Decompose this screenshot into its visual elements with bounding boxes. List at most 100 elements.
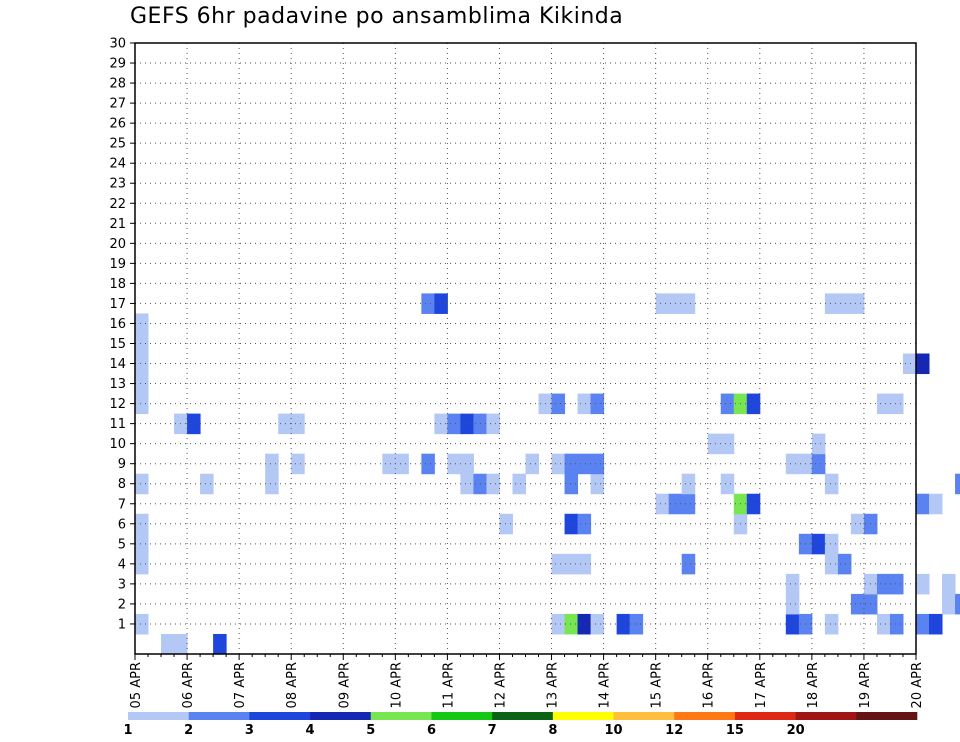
heatmap-cell <box>720 433 735 455</box>
colorbar-swatch <box>613 712 675 720</box>
heatmap-cell <box>707 433 722 455</box>
y-tick-label: 19 <box>109 257 126 272</box>
x-tick-label: 09 APR <box>337 662 352 708</box>
heatmap-cell <box>629 613 644 635</box>
heatmap-cell <box>837 553 852 575</box>
heatmap-cell <box>135 533 149 555</box>
heatmap-cell <box>291 453 305 475</box>
heatmap-cell <box>876 393 891 415</box>
y-tick-label: 13 <box>109 377 126 392</box>
heatmap-cell <box>434 293 448 314</box>
x-tick-label: 19 APR <box>858 662 873 708</box>
heatmap-cell <box>616 613 631 635</box>
heatmap-cell <box>824 553 839 575</box>
y-tick-label: 6 <box>118 517 126 532</box>
y-tick-label: 20 <box>109 237 126 252</box>
heatmap-cell <box>824 293 839 314</box>
heatmap-cell <box>551 613 566 635</box>
colorbar-label: 4 <box>306 723 315 738</box>
x-tick-label: 13 APR <box>546 662 561 708</box>
y-tick-label: 5 <box>118 537 126 552</box>
heatmap-cell <box>564 553 579 575</box>
heatmap-cell <box>850 293 865 314</box>
y-tick-label: 1 <box>118 617 126 632</box>
y-tick-label: 29 <box>109 57 126 72</box>
colorbar: 1 2 3 4 5 6 7 8 10 12 15 20 <box>123 712 918 738</box>
heatmap-cell <box>889 393 904 415</box>
heatmap-cell <box>577 393 592 415</box>
heatmap-cell <box>942 573 956 595</box>
heatmap-cell <box>681 493 696 515</box>
x-tick-label: 06 APR <box>181 662 196 708</box>
heatmap-cell <box>876 573 891 595</box>
heatmap-cell <box>889 573 904 595</box>
colorbar-label: 1 <box>123 723 132 738</box>
heatmap-cell <box>265 473 279 495</box>
heatmap-cell <box>916 573 930 595</box>
heatmap-cell <box>486 413 500 435</box>
heatmap-cell <box>447 453 461 475</box>
y-tick-label: 7 <box>118 497 126 512</box>
heatmap-cell <box>564 613 579 635</box>
colorbar-swatch <box>370 712 432 720</box>
heatmap-cell <box>577 453 592 475</box>
heatmap-cell <box>564 453 579 475</box>
heatmap-cell <box>655 293 670 314</box>
heatmap-cell <box>174 633 188 655</box>
heatmap-cell <box>655 493 670 515</box>
colorbar-swatch <box>128 712 189 720</box>
heatmap-cell <box>460 413 474 435</box>
heatmap-cell <box>837 293 852 314</box>
heatmap-cell <box>278 413 292 435</box>
heatmap-cell <box>785 453 800 475</box>
heatmap-cell <box>564 513 579 535</box>
x-tick-label: 12 APR <box>493 662 508 708</box>
colorbar-swatch <box>795 712 857 720</box>
heatmap-cell <box>486 473 500 495</box>
y-tick-label: 12 <box>109 397 126 412</box>
heatmap-cell <box>135 613 149 635</box>
y-tick-label: 21 <box>109 217 126 232</box>
heatmap-cell <box>499 513 513 535</box>
heatmap-cell <box>681 293 696 314</box>
heatmap-cell <box>551 553 566 575</box>
x-tick-label: 15 APR <box>650 662 665 708</box>
y-tick-label: 4 <box>118 557 126 572</box>
y-tick-label: 2 <box>118 597 126 612</box>
heatmap-cell <box>421 453 435 475</box>
heatmap-cell <box>785 613 800 635</box>
colorbar-label: 15 <box>726 723 744 738</box>
y-tick-label: 18 <box>109 277 126 292</box>
heatmap-cell <box>577 513 592 535</box>
y-tick-label: 27 <box>109 97 126 112</box>
x-tick-label: 16 APR <box>702 662 717 708</box>
heatmap-cell <box>785 593 800 615</box>
heatmap-cell <box>265 453 279 475</box>
heatmap-cell <box>525 453 540 475</box>
heatmap-cell <box>460 473 474 495</box>
x-tick-label: 05 APR <box>129 662 144 708</box>
heatmap-cell <box>681 553 696 575</box>
colorbar-label: 5 <box>366 723 375 738</box>
x-tick-label: 17 APR <box>754 662 769 708</box>
heatmap-cell <box>213 633 227 655</box>
colorbar-label: 2 <box>184 723 193 738</box>
heatmap-cell <box>824 533 839 555</box>
heatmap-cell <box>135 553 149 575</box>
colorbar-swatch <box>856 712 918 720</box>
chart-title: GEFS 6hr padavine po ansamblima Kikinda <box>130 4 624 29</box>
colorbar-label: 12 <box>665 723 683 738</box>
colorbar-swatch <box>310 712 372 720</box>
y-tick-label: 3 <box>118 577 126 592</box>
heatmap-cell <box>889 613 904 635</box>
heatmap-cells <box>135 293 960 655</box>
heatmap-cell <box>590 473 605 495</box>
heatmap-cell <box>811 453 826 475</box>
x-tick-label: 08 APR <box>285 662 300 708</box>
heatmap-cell <box>850 513 865 535</box>
heatmap-cell <box>942 593 956 615</box>
y-tick-label: 24 <box>109 157 126 172</box>
x-tick-label: 10 APR <box>389 662 404 708</box>
heatmap-cell <box>135 333 149 355</box>
y-tick-label: 17 <box>109 297 126 312</box>
